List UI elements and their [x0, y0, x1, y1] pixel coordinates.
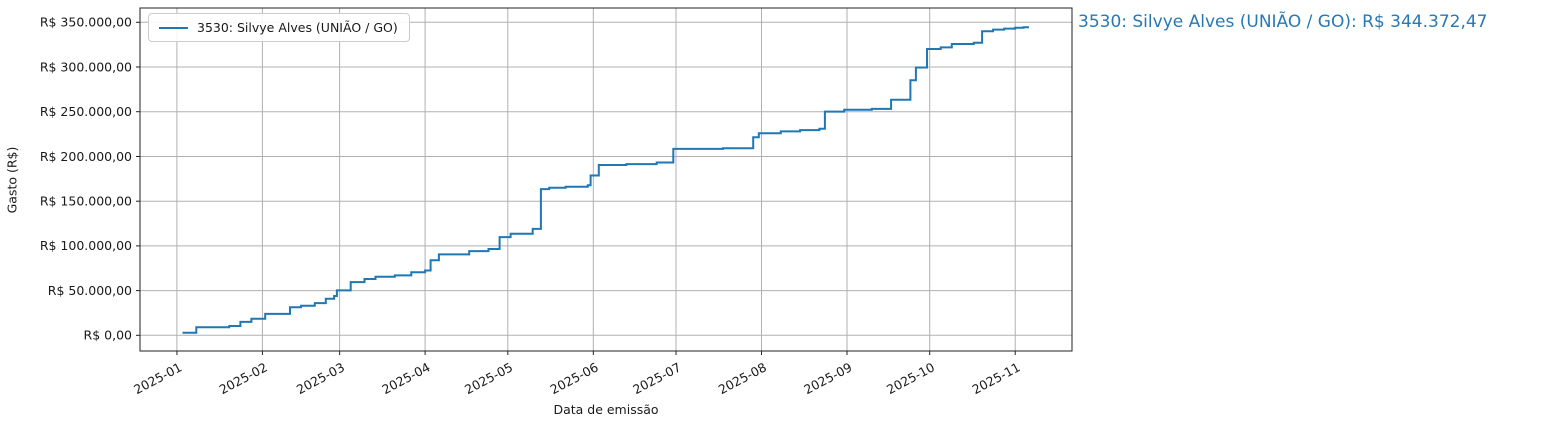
- x-tick-label: 2025-11: [969, 359, 1022, 397]
- x-tick-label: 2025-06: [548, 359, 601, 397]
- x-tick-label: 2025-03: [294, 359, 347, 397]
- axes-border: [139, 7, 1073, 352]
- x-tick-label: 2025-02: [217, 359, 270, 397]
- y-tick-label: R$ 100.000,00: [40, 238, 132, 253]
- x-tick-label: 2025-09: [801, 359, 854, 397]
- y-tick-label: R$ 350.000,00: [40, 15, 132, 30]
- x-tick-label: 2025-07: [630, 359, 683, 397]
- y-tick-label: R$ 200.000,00: [40, 149, 132, 164]
- series-line: [182, 26, 1029, 334]
- y-tick-label: R$ 50.000,00: [48, 283, 132, 298]
- x-tick-label: 2025-05: [462, 359, 515, 397]
- legend-line-swatch: [159, 26, 188, 29]
- x-axis-title: Data de emissão: [553, 402, 659, 417]
- y-tick-label: R$ 150.000,00: [40, 194, 132, 209]
- y-tick-label: R$ 250.000,00: [40, 104, 132, 119]
- legend: 3530: Silvye Alves (UNIÃO / GO): [148, 13, 410, 42]
- y-tick-label: R$ 300.000,00: [40, 59, 132, 74]
- x-tick-label: 2025-08: [716, 359, 769, 397]
- y-axis-title: Gasto (R$): [4, 146, 20, 214]
- series-total-annotation: 3530: Silvye Alves (UNIÃO / GO): R$ 344.…: [1078, 12, 1488, 32]
- x-tick-label: 2025-01: [131, 359, 184, 397]
- y-tick-label: R$ 0,00: [84, 328, 132, 343]
- x-tick-label: 2025-04: [379, 359, 432, 397]
- x-tick-label: 2025-10: [884, 359, 937, 397]
- legend-label: 3530: Silvye Alves (UNIÃO / GO): [197, 20, 398, 35]
